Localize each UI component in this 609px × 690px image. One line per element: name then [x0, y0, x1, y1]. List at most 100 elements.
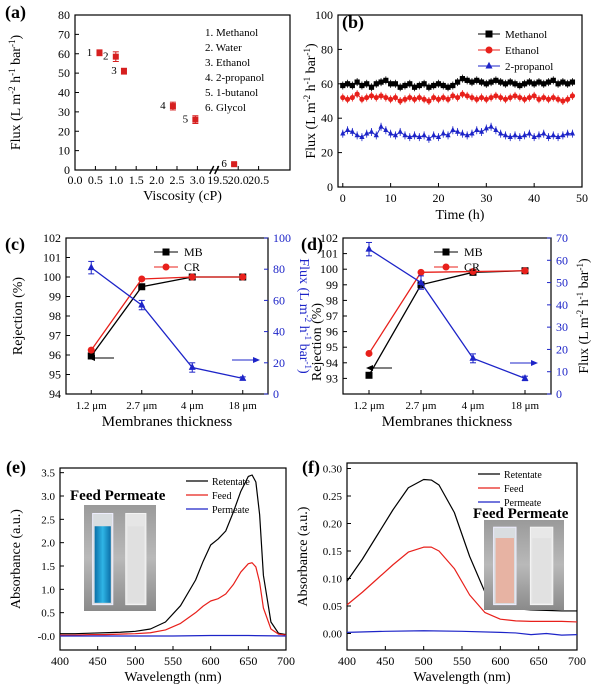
x-tick-label: 500 — [415, 654, 433, 668]
data-point — [536, 96, 542, 102]
y-right-tick-label: 40 — [556, 298, 568, 312]
legend-label: Methanol — [505, 29, 547, 41]
y-tick-label: 95 — [326, 340, 338, 354]
y-tick-label: 10 — [58, 144, 70, 158]
data-point — [455, 94, 461, 101]
data-point — [555, 96, 561, 102]
x-tick-label: 2.0 — [149, 173, 164, 187]
data-point — [373, 132, 379, 138]
data-point — [421, 132, 427, 138]
right-axis-arrowhead — [531, 360, 538, 366]
y-right-tick-label: 80 — [273, 262, 285, 276]
y-tick-label: 93 — [326, 371, 338, 385]
data-point — [421, 81, 427, 87]
y-tick-label: 80 — [321, 42, 333, 56]
series-line — [60, 562, 287, 636]
plot-frame — [65, 237, 269, 395]
y-right-tick-label: 20 — [273, 356, 285, 370]
data-point — [455, 128, 461, 134]
legend-label: CR — [464, 260, 480, 274]
series-line — [346, 478, 577, 612]
data-point — [340, 82, 346, 89]
data-point — [416, 82, 422, 89]
y-tick-label: 2.0 — [41, 538, 55, 550]
series-line — [346, 546, 578, 623]
data-point — [373, 94, 379, 101]
legend-marker — [162, 263, 170, 271]
data-point — [392, 94, 399, 101]
data-point — [416, 94, 422, 101]
data-point — [407, 133, 413, 139]
legend-entry: 5. 1-butanol — [205, 87, 258, 99]
data-point — [550, 94, 556, 101]
y-tick-label: 60 — [321, 77, 333, 91]
x-axis-label: Wavelength (nm) — [413, 670, 511, 685]
data-point — [474, 126, 480, 133]
plot-frame — [342, 237, 552, 395]
x-tick-label: 1.5 — [129, 173, 144, 187]
y-tick-label: 99 — [326, 278, 338, 292]
data-point — [365, 371, 373, 379]
data-point — [521, 81, 528, 87]
data-point — [502, 132, 509, 138]
data-point — [368, 93, 375, 99]
data-point — [493, 126, 499, 133]
y-tick-label: 94 — [49, 387, 61, 401]
data-point — [431, 94, 437, 101]
y-tick-label: 60 — [58, 47, 70, 61]
y-tick-label: 40 — [321, 111, 333, 125]
y-right-tick-label: 70 — [556, 231, 568, 245]
data-point — [120, 68, 127, 75]
y-tick-label: 0.30 — [323, 464, 343, 476]
data-point — [426, 135, 432, 141]
x-tick-label: 40 — [528, 191, 540, 205]
panel-label: (e) — [6, 457, 26, 478]
legend-label: Retentate — [212, 477, 250, 488]
data-point — [397, 84, 403, 90]
x-tick-label: 2.5 — [170, 173, 185, 187]
data-point — [440, 130, 446, 136]
data-point — [368, 128, 375, 134]
y-tick-label: 100 — [43, 270, 61, 284]
legend-label: Ethanol — [505, 45, 539, 57]
data-point — [392, 132, 399, 138]
legend-marker — [485, 46, 493, 54]
data-point — [536, 132, 542, 138]
data-point — [498, 94, 504, 101]
data-point — [459, 130, 465, 136]
data-point — [502, 96, 509, 102]
series-line — [368, 270, 526, 354]
y-tick-label: 1.5 — [41, 561, 55, 573]
data-point — [536, 79, 542, 85]
data-point — [340, 94, 346, 101]
y-tick-label: 0.5 — [41, 608, 55, 620]
data-point — [417, 278, 425, 286]
data-point — [364, 81, 370, 87]
y-tick-label: 96 — [326, 325, 338, 339]
data-point — [531, 133, 537, 139]
data-point — [87, 263, 95, 271]
data-point — [502, 81, 509, 87]
x-tick-label: 50 — [576, 191, 588, 205]
plot-frame — [337, 14, 583, 188]
y-tick-label: 100 — [315, 8, 333, 22]
y-right-tick-label: 0 — [556, 387, 562, 401]
data-point — [450, 93, 456, 99]
point-label: 4 — [160, 100, 166, 112]
data-point — [541, 130, 547, 136]
data-point — [373, 81, 379, 87]
x-tick-label: 4 μm — [181, 400, 204, 412]
data-point — [440, 82, 446, 89]
data-point — [569, 93, 576, 99]
legend-marker — [162, 248, 170, 256]
y-tick-label: 0 — [64, 163, 70, 177]
y-tick-label: 0.05 — [323, 601, 343, 613]
vial-feed-liquid — [94, 526, 111, 603]
x-axis-label: Membranes thickness — [382, 414, 513, 430]
data-point — [383, 77, 389, 83]
data-point — [431, 132, 437, 138]
series-line — [90, 267, 243, 380]
data-point — [464, 132, 470, 138]
legend-label: Permeate — [212, 505, 250, 516]
